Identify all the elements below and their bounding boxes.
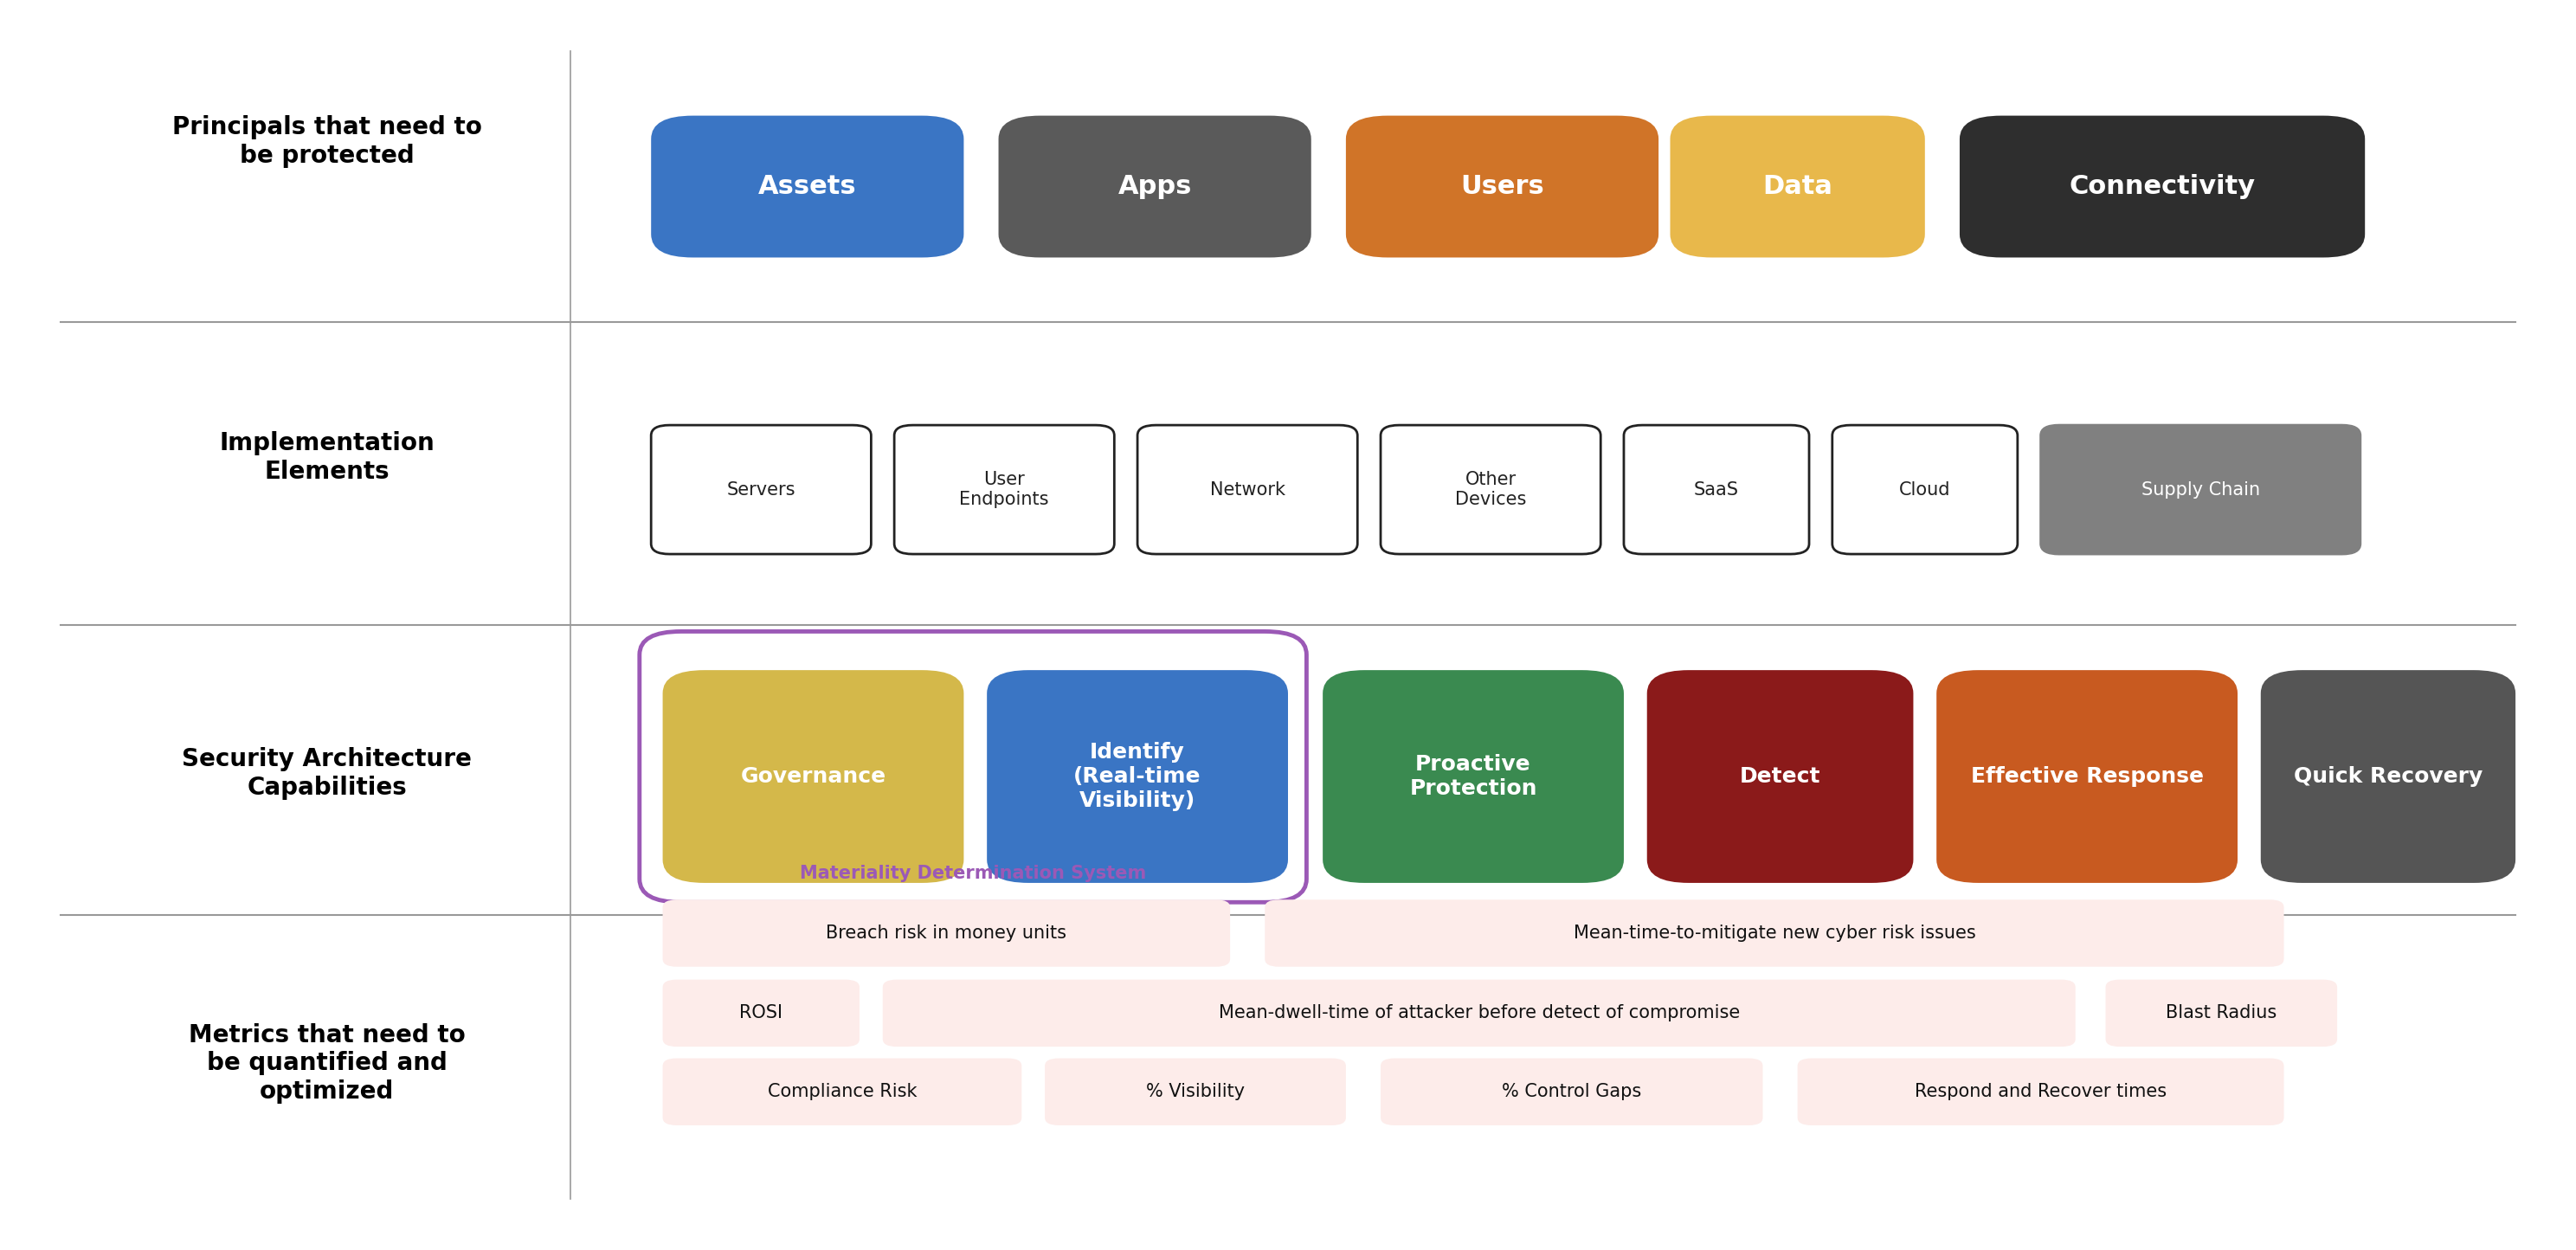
Text: Supply Chain: Supply Chain (2141, 481, 2259, 499)
Text: Metrics that need to
be quantified and
optimized: Metrics that need to be quantified and o… (188, 1024, 466, 1104)
Text: Network: Network (1211, 481, 1285, 499)
FancyBboxPatch shape (662, 1059, 1023, 1125)
Text: % Control Gaps: % Control Gaps (1502, 1084, 1641, 1100)
FancyBboxPatch shape (1321, 670, 1623, 882)
FancyBboxPatch shape (652, 425, 871, 554)
Text: Governance: Governance (739, 766, 886, 788)
Text: Cloud: Cloud (1899, 481, 1950, 499)
Text: Apps: Apps (1118, 174, 1193, 199)
FancyBboxPatch shape (894, 425, 1115, 554)
Text: Respond and Recover times: Respond and Recover times (1914, 1084, 2166, 1100)
FancyBboxPatch shape (1960, 116, 2365, 258)
FancyBboxPatch shape (987, 670, 1288, 882)
FancyBboxPatch shape (1265, 900, 2285, 966)
Text: Materiality Determination System: Materiality Determination System (799, 865, 1146, 882)
Text: Other
Devices: Other Devices (1455, 471, 1528, 509)
Text: Proactive
Protection: Proactive Protection (1409, 754, 1538, 799)
FancyBboxPatch shape (1832, 425, 2017, 554)
FancyBboxPatch shape (1046, 1059, 1345, 1125)
Text: Connectivity: Connectivity (2069, 174, 2257, 199)
FancyBboxPatch shape (1139, 425, 1358, 554)
FancyBboxPatch shape (1345, 116, 1659, 258)
FancyBboxPatch shape (1381, 425, 1600, 554)
FancyBboxPatch shape (662, 900, 1231, 966)
Text: Mean-time-to-mitigate new cyber risk issues: Mean-time-to-mitigate new cyber risk iss… (1574, 925, 1976, 941)
Text: Security Architecture
Capabilities: Security Architecture Capabilities (183, 747, 471, 800)
Text: SaaS: SaaS (1695, 481, 1739, 499)
FancyBboxPatch shape (1798, 1059, 2285, 1125)
FancyBboxPatch shape (999, 116, 1311, 258)
Text: Blast Radius: Blast Radius (2166, 1005, 2277, 1021)
FancyBboxPatch shape (1623, 425, 1808, 554)
FancyBboxPatch shape (1937, 670, 2239, 882)
Text: Identify
(Real-time
Visibility): Identify (Real-time Visibility) (1074, 742, 1200, 811)
Text: ROSI: ROSI (739, 1005, 783, 1021)
FancyBboxPatch shape (652, 116, 963, 258)
Text: Assets: Assets (757, 174, 858, 199)
FancyBboxPatch shape (662, 670, 963, 882)
FancyBboxPatch shape (1381, 1059, 1762, 1125)
Text: Detect: Detect (1739, 766, 1821, 788)
Text: % Visibility: % Visibility (1146, 1084, 1244, 1100)
Text: Mean-dwell-time of attacker before detect of compromise: Mean-dwell-time of attacker before detec… (1218, 1005, 1739, 1021)
FancyBboxPatch shape (1669, 116, 1924, 258)
Text: Breach risk in money units: Breach risk in money units (827, 925, 1066, 941)
FancyBboxPatch shape (2105, 980, 2336, 1046)
Text: User
Endpoints: User Endpoints (958, 471, 1048, 509)
FancyBboxPatch shape (1646, 670, 1914, 882)
Text: Quick Recovery: Quick Recovery (2293, 766, 2483, 788)
Text: Implementation
Elements: Implementation Elements (219, 431, 435, 484)
Text: Users: Users (1461, 174, 1543, 199)
FancyBboxPatch shape (2262, 670, 2517, 882)
Text: Servers: Servers (726, 481, 796, 499)
FancyBboxPatch shape (2040, 425, 2360, 554)
Text: Data: Data (1762, 174, 1832, 199)
Text: Compliance Risk: Compliance Risk (768, 1084, 917, 1100)
FancyBboxPatch shape (662, 980, 860, 1046)
Text: Principals that need to
be protected: Principals that need to be protected (173, 115, 482, 167)
FancyBboxPatch shape (884, 980, 2076, 1046)
Text: Effective Response: Effective Response (1971, 766, 2202, 788)
